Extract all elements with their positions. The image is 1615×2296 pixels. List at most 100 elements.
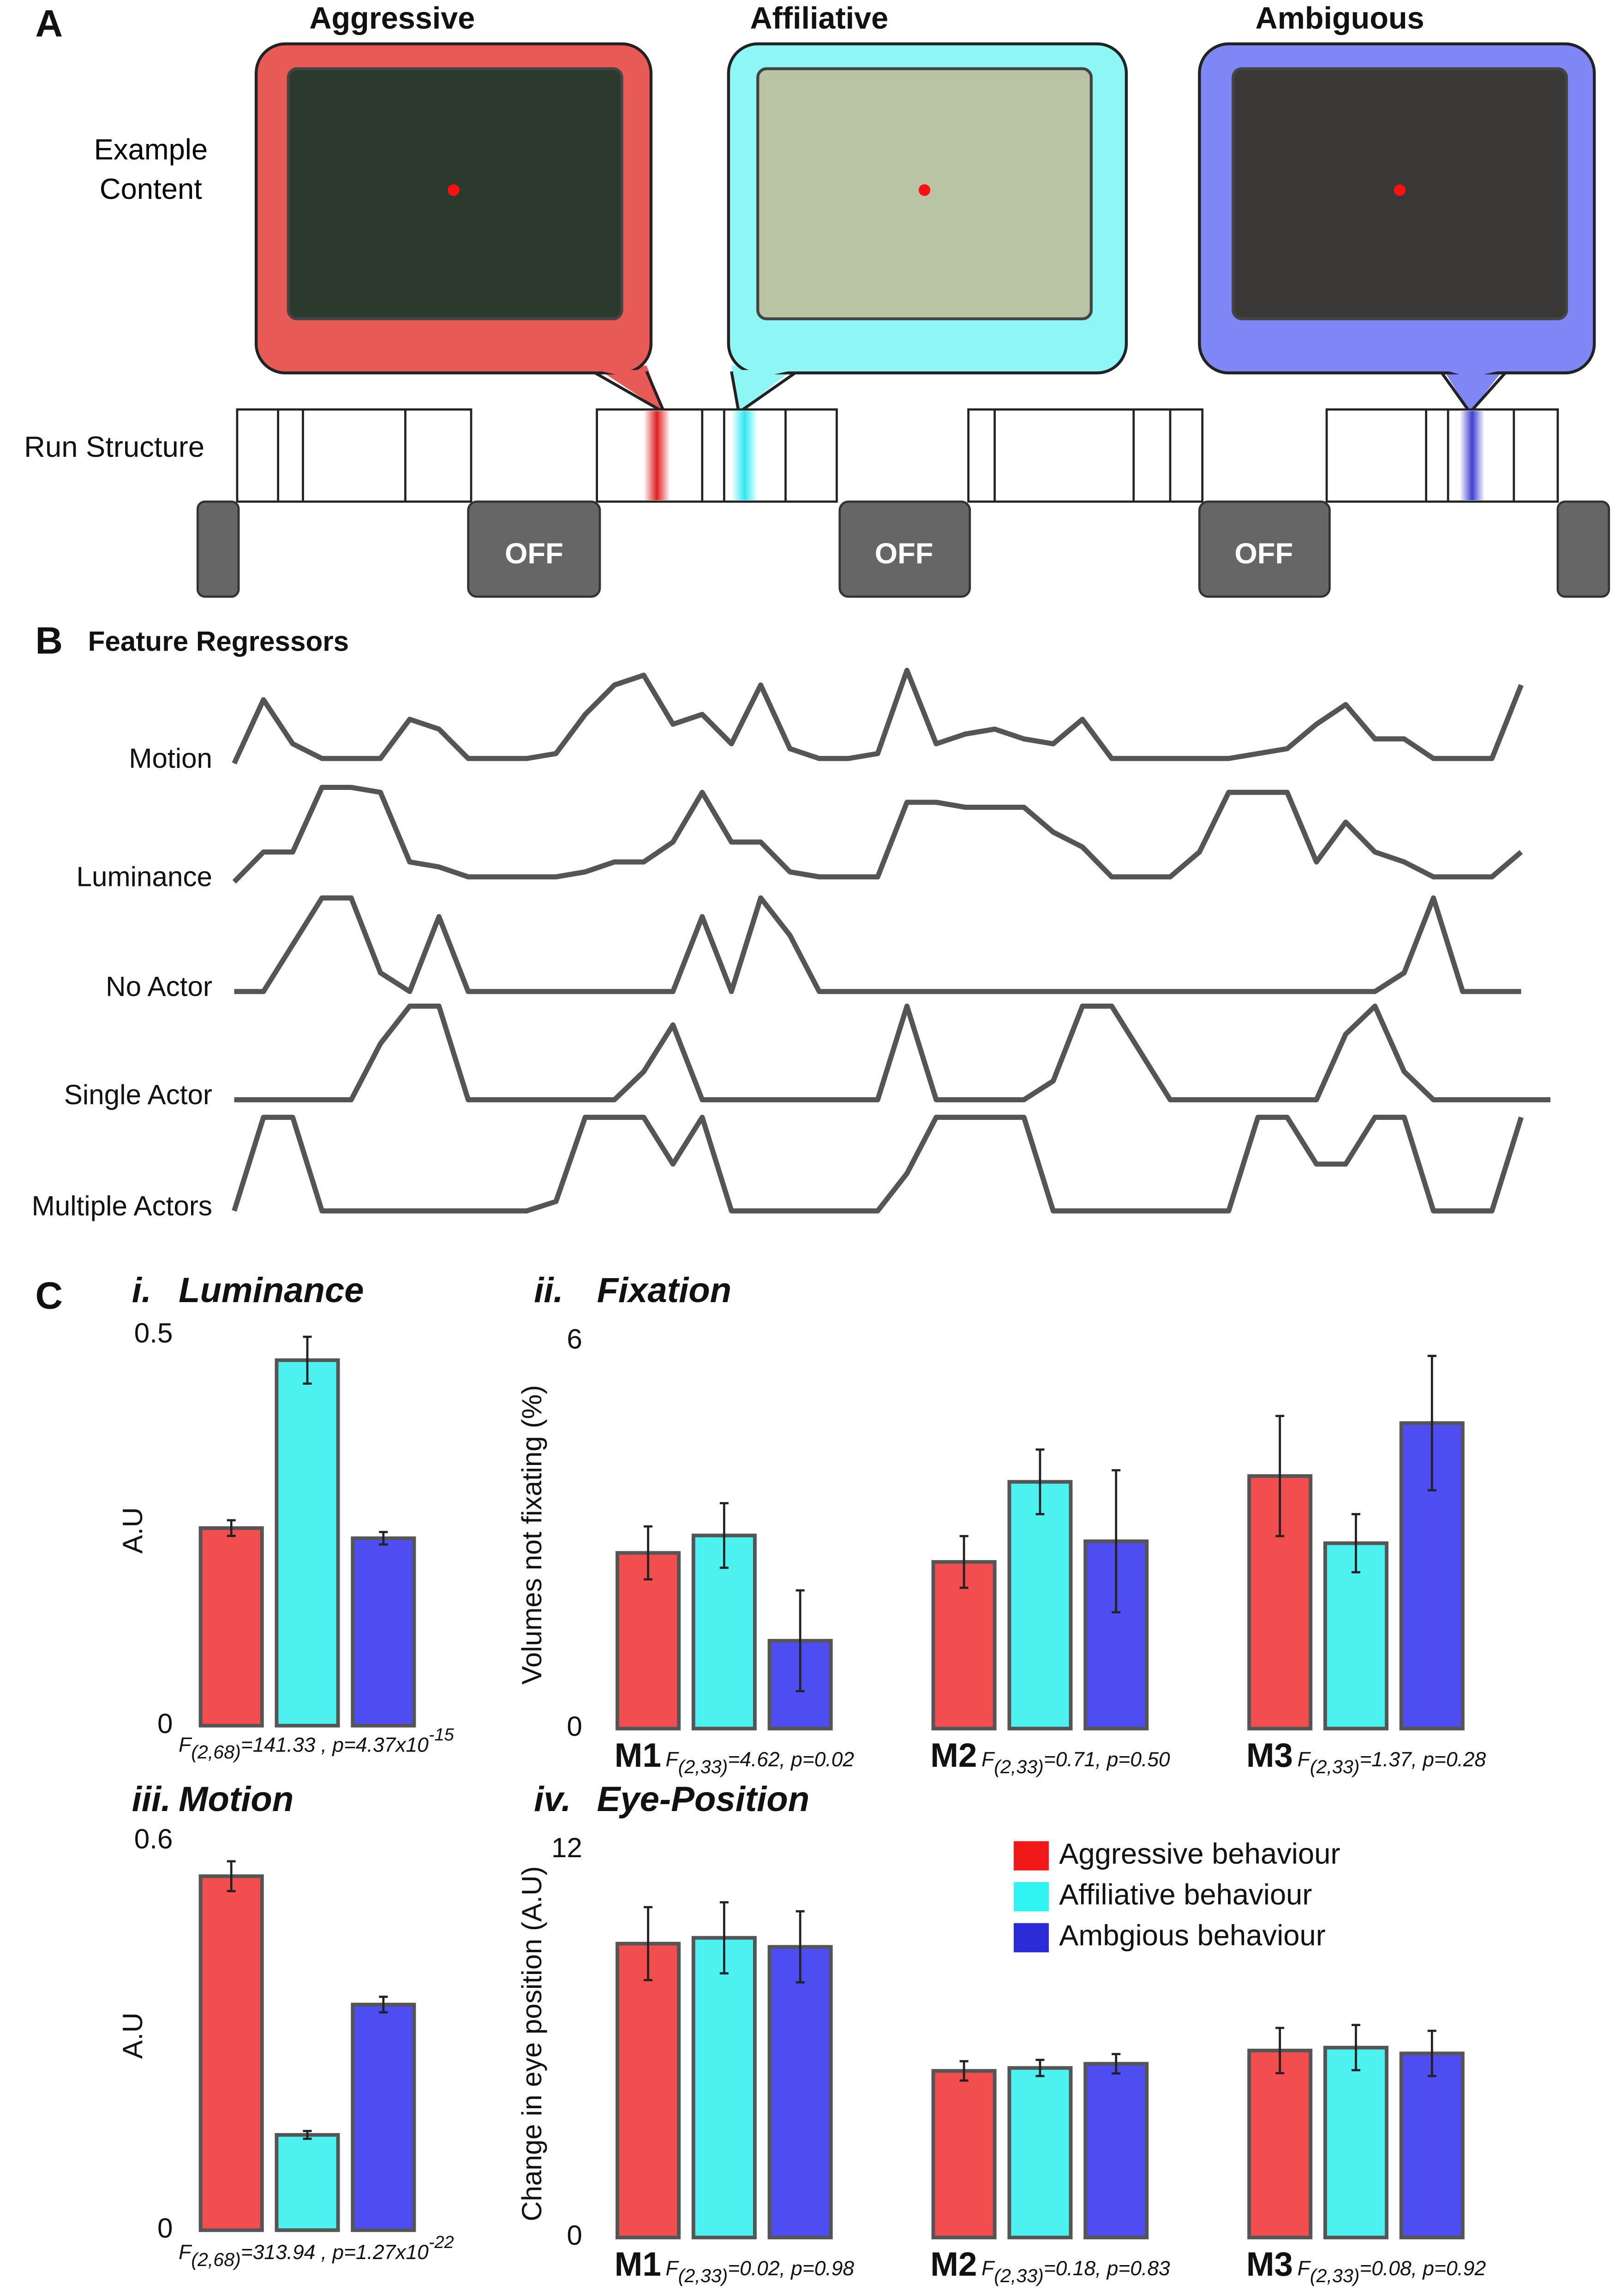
chart-title: Eye-Position [597, 1780, 810, 1819]
bar [275, 1358, 340, 1728]
y-tick-label: 0.5 [134, 1317, 173, 1349]
stat-text: F(2,33)=0.02, p=0.98 [666, 2257, 855, 2286]
error-bar [1112, 1469, 1121, 1614]
run-blocks [236, 408, 1559, 503]
stat-part: F [1298, 1748, 1311, 1771]
bar [198, 1874, 264, 2232]
stat-part: -22 [429, 2233, 454, 2252]
bar [198, 1526, 264, 1728]
series-label: Single Actor [64, 1079, 212, 1110]
stat-part: (2,33) [678, 1756, 728, 1777]
y-axis-label: Volumes not fixating (%) [516, 1385, 547, 1685]
error-bar [959, 2060, 969, 2082]
clip-title: Aggressive [309, 1, 475, 36]
bar [616, 1551, 681, 1731]
series-label: Multiple Actors [32, 1190, 212, 1221]
regressor-line [234, 895, 1521, 994]
stat-part: F [179, 1734, 192, 1756]
clip-marker [731, 411, 758, 500]
x-tick-label: M1 [615, 2246, 661, 2283]
x-tick-label: M3 [1246, 2246, 1293, 2283]
x-tick-label: M1 [615, 1737, 661, 1774]
stat-part: =0.71, p=0.50 [1044, 1748, 1170, 1771]
bar [351, 2003, 416, 2232]
y-axis-label: Change in eye position (A.U) [516, 1866, 547, 2221]
legend-swatch [1013, 1882, 1049, 1912]
row-label-box: Example Content [94, 134, 208, 206]
bar [767, 1945, 833, 2240]
chart-title: Feature Regressors [88, 625, 349, 657]
error-bar [1427, 1355, 1436, 1492]
legend-label: Ambgious behaviour [1059, 1919, 1326, 1952]
stat-part: (2,33) [1310, 2265, 1360, 2286]
stat-part: (2,33) [994, 1756, 1044, 1777]
row-label: Run Structure [24, 431, 204, 463]
stat-part: F [1298, 2257, 1311, 2280]
y-tick-label: 0 [157, 2212, 173, 2243]
stat-part: (2,68) [191, 1741, 241, 1763]
error-bar [227, 1860, 236, 1892]
clip-bubble [254, 42, 668, 416]
x-tick-label: M3 [1246, 1737, 1293, 1774]
bar [616, 1942, 681, 2240]
y-axis-label: A.U [117, 1507, 148, 1554]
off-label: OFF [875, 538, 933, 570]
error-bar [1112, 2053, 1121, 2075]
y-tick-label: 0 [157, 1708, 173, 1739]
chart-title: Motion [179, 1780, 293, 1819]
stat-text: F(2,68)=141.33 , p=4.37x10-15 [179, 1725, 455, 1763]
bar [1247, 2049, 1313, 2240]
error-bar [1035, 2058, 1045, 2077]
stat-part: -15 [429, 1725, 455, 1745]
error-bar [379, 1531, 388, 1546]
panel-sublabel: iii. [132, 1780, 171, 1819]
legend-swatch [1013, 1841, 1049, 1871]
regressor-line [232, 1114, 1524, 1214]
series-label: Luminance [77, 861, 213, 892]
bar [1323, 2045, 1389, 2240]
x-tick-label: M2 [930, 2246, 977, 2283]
regressor-line [232, 784, 1523, 884]
stat-part: F [666, 1748, 680, 1771]
panel-label: A [36, 2, 63, 45]
clip-bubble [727, 42, 1128, 415]
stat-part: =1.37, p=0.28 [1359, 1748, 1486, 1771]
y-tick-label: 12 [551, 1832, 582, 1863]
panel-label: B [36, 619, 63, 662]
y-tick-label: 0 [567, 2219, 582, 2251]
stat-part: =0.08, p=0.92 [1359, 2257, 1486, 2280]
row-label: Example Content [94, 134, 208, 206]
stat-part: F [981, 1748, 995, 1771]
error-bar [1427, 2029, 1436, 2077]
panel-sublabel: ii. [534, 1271, 563, 1310]
error-bar [1035, 1448, 1045, 1515]
bar [931, 1560, 997, 1731]
chart-title: Luminance [179, 1271, 364, 1310]
error-bar [303, 2130, 312, 2140]
clip-title: Ambiguous [1256, 1, 1424, 36]
y-tick-label: 0.6 [134, 1823, 173, 1854]
y-tick-label: 6 [567, 1323, 582, 1354]
regressor-line [234, 1004, 1551, 1102]
stat-part: =141.33 , p=4.37x10 [241, 1734, 429, 1756]
error-bar [1352, 1513, 1361, 1573]
stat-part: =0.02, p=0.98 [728, 2257, 854, 2280]
stat-part: (2,33) [678, 2265, 728, 2286]
clip-marker [1459, 411, 1485, 500]
stat-text: F(2,33)=4.62, p=0.02 [666, 1748, 855, 1777]
stat-part: F [666, 2257, 680, 2280]
stat-part: =313.94 , p=1.27x10 [241, 2241, 429, 2264]
bar [1083, 2062, 1149, 2240]
stat-part: =0.18, p=0.83 [1044, 2257, 1170, 2280]
bar [1007, 2066, 1073, 2240]
stat-text: F(2,68)=313.94 , p=1.27x10-22 [179, 2233, 454, 2270]
stat-part: F [179, 2241, 192, 2264]
stat-text: F(2,33)=0.18, p=0.83 [981, 2257, 1170, 2286]
panel-label: C [36, 1274, 63, 1317]
error-bar [959, 1535, 969, 1589]
error-bar [1275, 1415, 1285, 1537]
error-bar [1275, 2027, 1285, 2075]
error-bar [379, 1996, 388, 2014]
